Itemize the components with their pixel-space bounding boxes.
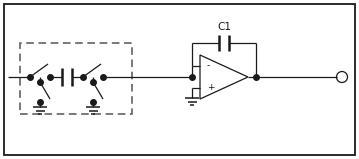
Text: +: + — [207, 83, 214, 93]
Bar — [20, 43, 132, 114]
Point — [47, 76, 53, 78]
Point — [90, 101, 96, 103]
Point — [90, 81, 96, 83]
Text: -: - — [207, 62, 210, 70]
Point — [253, 76, 259, 78]
Point — [189, 76, 195, 78]
Point — [80, 76, 86, 78]
Point — [100, 76, 106, 78]
Point — [37, 81, 43, 83]
Point — [27, 76, 33, 78]
Point — [37, 101, 43, 103]
Text: C1: C1 — [217, 22, 231, 32]
